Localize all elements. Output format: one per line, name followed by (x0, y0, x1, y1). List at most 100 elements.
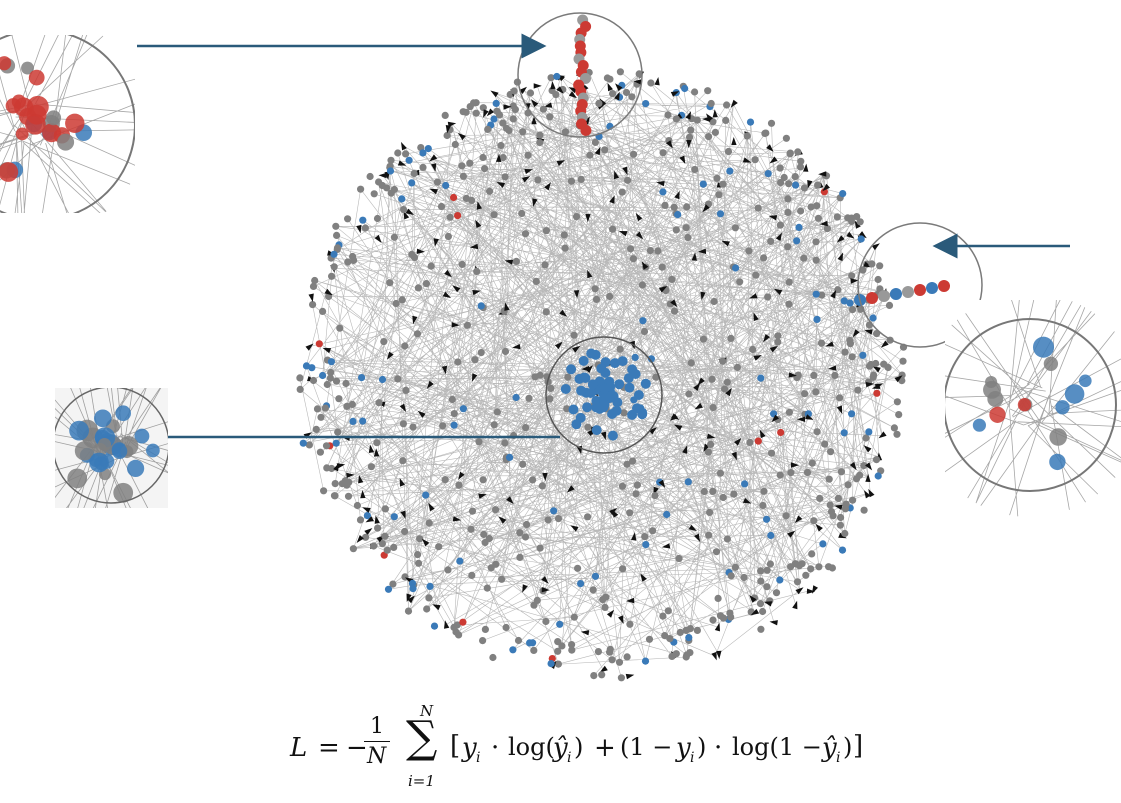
graph-arrowhead (865, 382, 875, 388)
graph-arrowhead (374, 234, 382, 243)
graph-node (820, 188, 829, 196)
graph-node (472, 109, 480, 117)
graph-arrowhead (364, 528, 373, 536)
graph-node (872, 359, 880, 368)
graph-arrowhead (769, 620, 778, 626)
graph-node (705, 133, 713, 141)
graph-node (414, 284, 422, 292)
graph-node (394, 375, 402, 383)
inset-node (1055, 400, 1070, 415)
graph-node (763, 515, 771, 523)
graph-node (591, 138, 600, 146)
graph-arrowhead (599, 665, 608, 673)
graph-node (723, 378, 731, 386)
graph-arrowhead (618, 231, 628, 237)
graph-node (629, 255, 638, 263)
graph-node (841, 529, 849, 538)
inset-node (972, 418, 986, 432)
graph-node (468, 507, 477, 515)
graph-node (785, 300, 793, 308)
inset-node (15, 127, 29, 141)
graph-node (661, 201, 669, 209)
graph-node (572, 213, 581, 221)
graph-node (456, 557, 464, 565)
graph-arrowhead (712, 109, 718, 118)
graph-node (547, 384, 555, 392)
graph-arrowhead (865, 462, 873, 471)
graph-node (357, 185, 365, 193)
cluster-node (607, 430, 618, 441)
graph-node (784, 243, 792, 251)
graph-arrowhead (622, 166, 628, 176)
cluster-node (633, 390, 644, 400)
graph-node (570, 331, 578, 339)
graph-node (378, 540, 386, 548)
graph-node (777, 179, 785, 187)
graph-node (732, 264, 740, 272)
graph-node (626, 620, 634, 628)
graph-node (810, 371, 818, 379)
graph-node (383, 546, 391, 554)
graph-node (501, 347, 510, 356)
graph-node (495, 111, 504, 119)
inset-node (126, 459, 145, 478)
cluster-node (580, 373, 591, 383)
formula-yhat-2-sub: i (836, 750, 841, 766)
graph-node (536, 139, 544, 147)
graph-node (512, 393, 520, 402)
graph-arrowhead (753, 312, 759, 322)
right-chain-node (938, 280, 950, 292)
graph-node (480, 530, 488, 539)
graph-arrowhead (585, 214, 591, 223)
graph-node (787, 469, 795, 477)
inset-node (115, 405, 131, 421)
graph-node (444, 232, 452, 241)
graph-node (629, 457, 637, 465)
graph-node (687, 359, 695, 367)
graph-node (859, 351, 867, 359)
graph-arrowhead (864, 329, 873, 335)
graph-node (321, 404, 329, 412)
graph-arrowhead (828, 365, 837, 371)
graph-arrowhead (333, 462, 339, 472)
graph-node (538, 482, 547, 490)
graph-node (807, 565, 815, 573)
graph-arrowhead (405, 208, 414, 215)
graph-arrowhead (572, 345, 581, 353)
inset-node (1049, 453, 1066, 471)
graph-node (686, 133, 694, 141)
formula-frac-bar (364, 741, 390, 742)
graph-node (513, 78, 522, 86)
graph-node (730, 490, 738, 498)
graph-node (785, 180, 793, 188)
graph-node (338, 480, 346, 488)
graph-node (785, 408, 794, 416)
graph-node (686, 649, 694, 657)
graph-arrowhead (688, 524, 697, 532)
graph-node (623, 460, 631, 468)
graph-node (800, 254, 808, 262)
graph-node (316, 448, 324, 456)
right-chain-node (866, 292, 878, 304)
graph-arrowhead (880, 340, 889, 348)
cluster-node (624, 382, 635, 393)
graph-arrowhead (607, 82, 613, 92)
graph-node (408, 179, 416, 187)
graph-node (441, 476, 449, 484)
graph-edges (299, 71, 904, 678)
graph-arrowhead (308, 293, 314, 302)
graph-node (361, 224, 369, 232)
graph-node (463, 321, 471, 329)
graph-node (419, 163, 427, 171)
graph-node (685, 390, 693, 398)
graph-node (336, 324, 344, 332)
graph-arrowhead (512, 344, 521, 350)
graph-arrowhead (573, 290, 580, 299)
graph-arrowhead (805, 414, 814, 420)
graph-node (836, 394, 844, 402)
graph-arrowhead (614, 91, 620, 101)
graph-arrowhead (444, 269, 452, 278)
graph-node (608, 656, 616, 664)
graph-node (700, 487, 708, 496)
graph-node (708, 375, 716, 383)
